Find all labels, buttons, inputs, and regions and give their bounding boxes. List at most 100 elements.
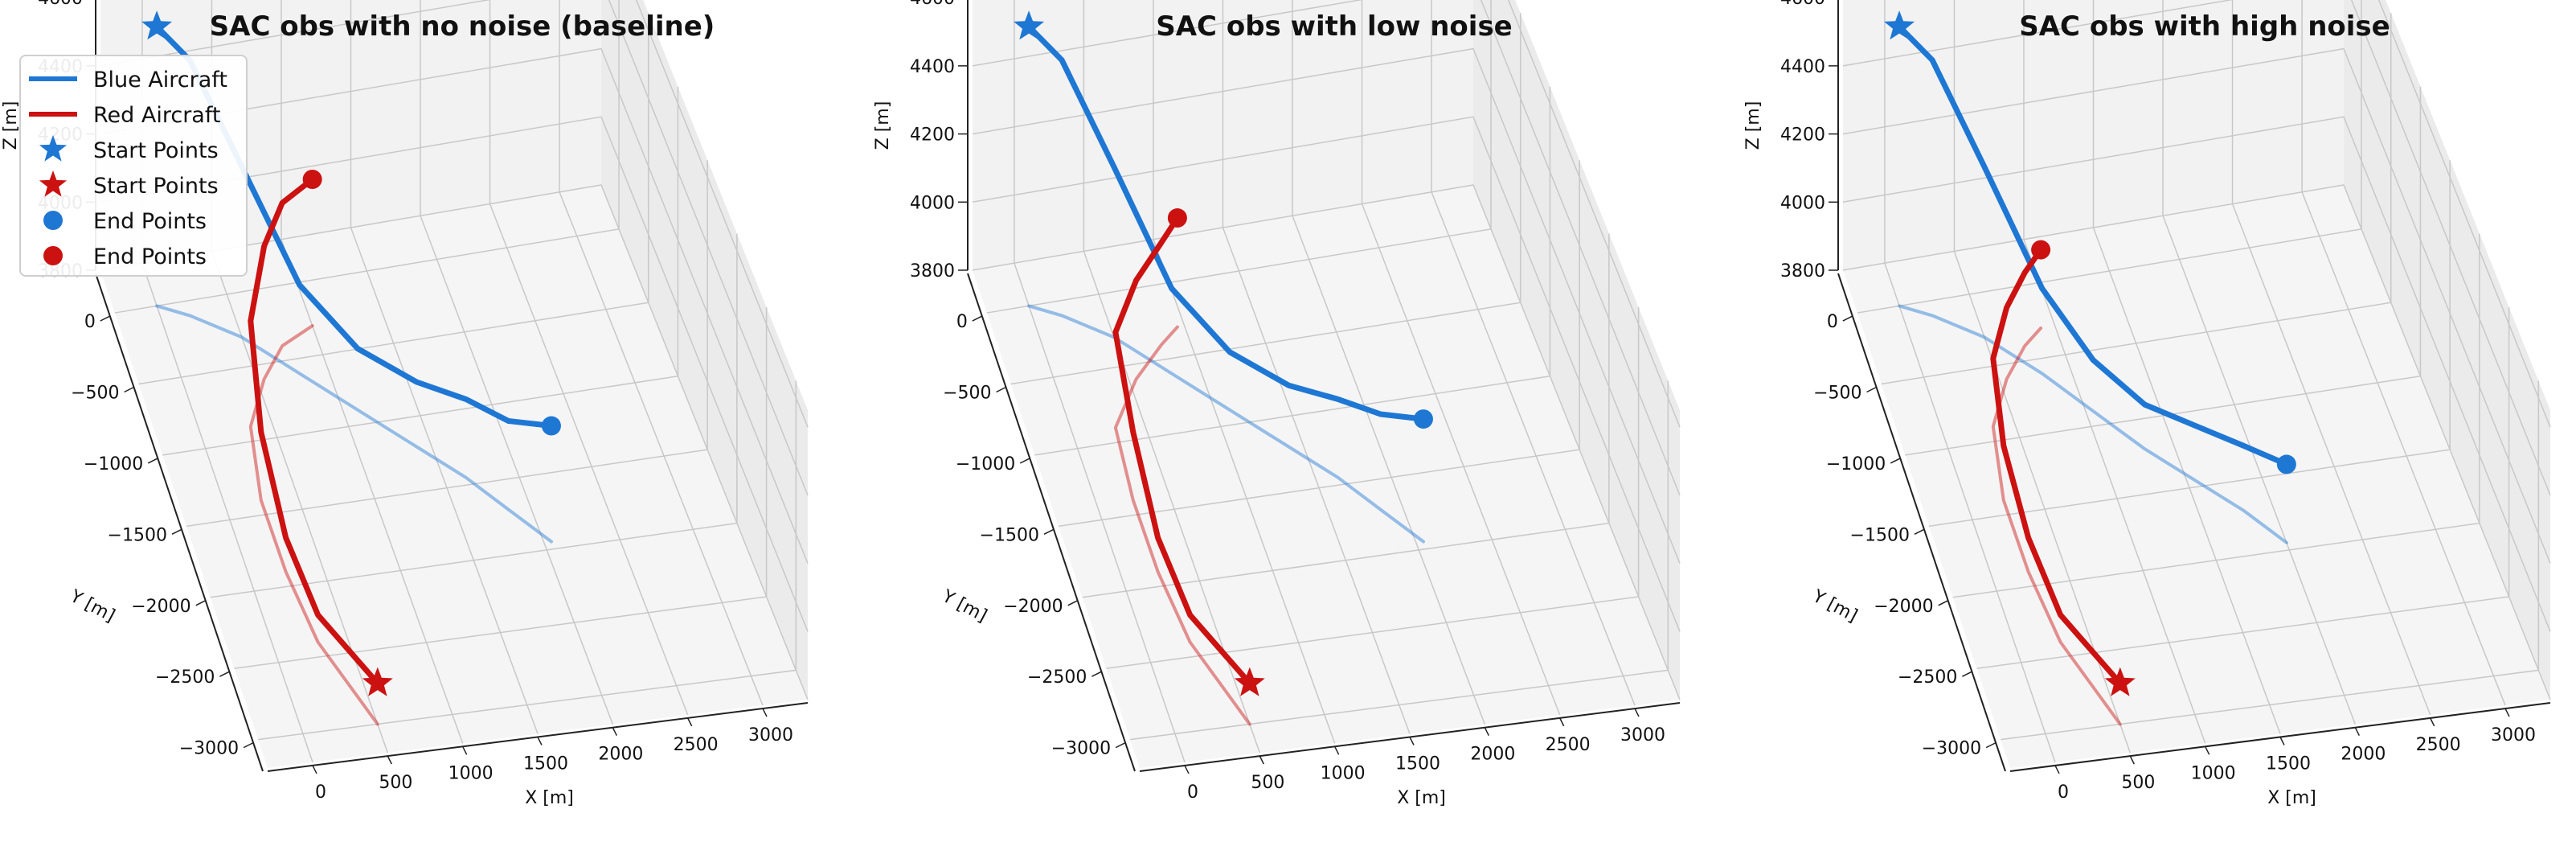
y-tick-label: −3000 [1051,739,1111,759]
y-tick-mark [1962,671,1972,677]
legend-label: Red Aircraft [93,103,221,128]
x-tick-mark [1333,745,1340,755]
x-tick-label: 2500 [2416,735,2461,755]
y-tick-mark [1842,315,1853,322]
line-icon [29,76,77,81]
x-tick-mark [1184,765,1190,774]
legend-item-blue-start: Start Points [21,133,246,166]
x-tick-label: 2000 [2341,745,2386,765]
x-tick-label: 500 [1251,773,1284,793]
x-tick-label: 3000 [748,725,793,745]
x-tick-mark [537,737,543,745]
end-point-circle [1413,409,1433,429]
trajectory-blue [1896,23,2290,467]
z-tick-label: 4000 [1780,193,1825,213]
legend-item-red-aircraft: Red Aircraft [21,98,246,130]
chart-title: SAC obs with high noise [2019,10,2390,43]
floor-shadow-red [1113,325,1251,726]
x-tick-label: 1500 [1395,754,1440,774]
x-tick-mark [2204,745,2210,755]
y-tick-label: 0 [1827,312,1838,332]
grid-line-z [100,116,809,632]
floor-shadow-blue [1027,304,1425,544]
legend-item-red-end: End Points [21,240,246,272]
right-pane [2344,0,2550,700]
y-tick-mark [972,315,983,322]
y-tick-label: −500 [943,383,991,403]
y-tick-mark [1890,458,1901,464]
y-axis-line [1837,273,2006,772]
x-tick-label: 500 [379,773,412,793]
floor-shadow-red [248,324,379,726]
x-tick-label: 1500 [2266,754,2311,774]
end-point-circle [2031,240,2051,260]
x-tick-mark [1484,727,1490,737]
y-tick-label: −1500 [108,525,167,545]
chart-title: SAC obs with low noise [1156,10,1513,43]
x-tick-mark [686,717,693,727]
y-axis-line [967,273,1136,772]
z-tick-label: 3800 [910,261,955,281]
x-tick-mark [1259,755,1265,765]
star-icon [39,170,68,197]
x-tick-mark [1558,717,1565,727]
panel-3: 0 500 1000 1500 2000 2500 3000 0 −500 −1000 −1500 −… [1743,0,2551,808]
x-axis-label: X [m] [1397,788,1446,808]
x-tick-label: 1000 [1321,763,1366,783]
star-icon [39,135,68,162]
legend-item-red-start: Start Points [21,169,246,201]
grid-line-z [1842,47,2551,564]
grid-line-z [972,116,1681,632]
y-tick-mark [1091,671,1102,677]
y-tick-label: −2000 [1003,597,1063,617]
end-point-circle [302,170,322,190]
start-point-star [1884,10,1915,40]
y-tick-mark [100,315,111,322]
grid-line-z [972,47,1681,564]
y-tick-label: −1500 [1850,525,1910,545]
legend-label: Start Points [93,138,219,163]
grid-line-z [635,0,809,428]
x-tick-label: 1000 [448,763,493,783]
y-tick-label: −3000 [1922,739,1981,759]
x-tick-mark [312,765,317,774]
y-axis-label: Y [m] [66,586,118,626]
y-tick-mark [996,386,1006,393]
floor-shadow-red [1991,326,2122,726]
y-tick-label: −1500 [980,525,1039,545]
grid-line-z [100,47,809,564]
x-tick-mark [2279,737,2285,745]
x-tick-label: 2000 [598,745,643,765]
z-tick-label: 4400 [1780,57,1825,77]
floor-pane [100,185,808,768]
y-tick-label: −2000 [131,597,190,617]
right-pane [601,0,808,700]
x-tick-mark [1409,737,1415,745]
y-tick-label: −1000 [956,454,1015,474]
legend-item-blue-end: End Points [21,204,246,236]
trajectory-red [248,176,381,687]
x-tick-mark [461,745,468,755]
line-icon [29,112,77,117]
floor-pane [1843,185,2550,768]
grid-line-z [2377,0,2551,428]
end-point-circle [541,416,561,436]
x-tick-mark [2354,727,2361,737]
z-tick-label: 4600 [38,0,83,9]
x-tick-mark [2429,717,2435,727]
y-tick-mark [1985,741,1997,749]
y-tick-mark [219,671,230,677]
y-tick-mark [1938,600,1949,606]
z-tick-label: 4600 [910,0,955,9]
y-tick-mark [243,741,254,749]
x-tick-mark [387,755,393,765]
grid-line-z [972,0,1681,496]
x-tick-mark [762,708,768,717]
x-tick-label: 2500 [1546,735,1591,755]
x-tick-label: 0 [1187,782,1198,803]
floor-pane [973,185,1680,768]
end-point-circle [2276,454,2296,474]
x-tick-label: 0 [315,782,326,803]
z-tick-label: 4000 [910,193,955,213]
y-tick-label: −3000 [179,739,239,759]
